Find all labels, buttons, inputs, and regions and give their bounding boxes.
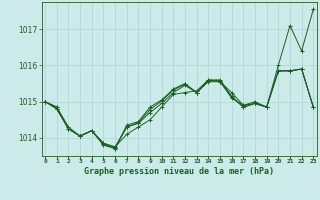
X-axis label: Graphe pression niveau de la mer (hPa): Graphe pression niveau de la mer (hPa) bbox=[84, 167, 274, 176]
